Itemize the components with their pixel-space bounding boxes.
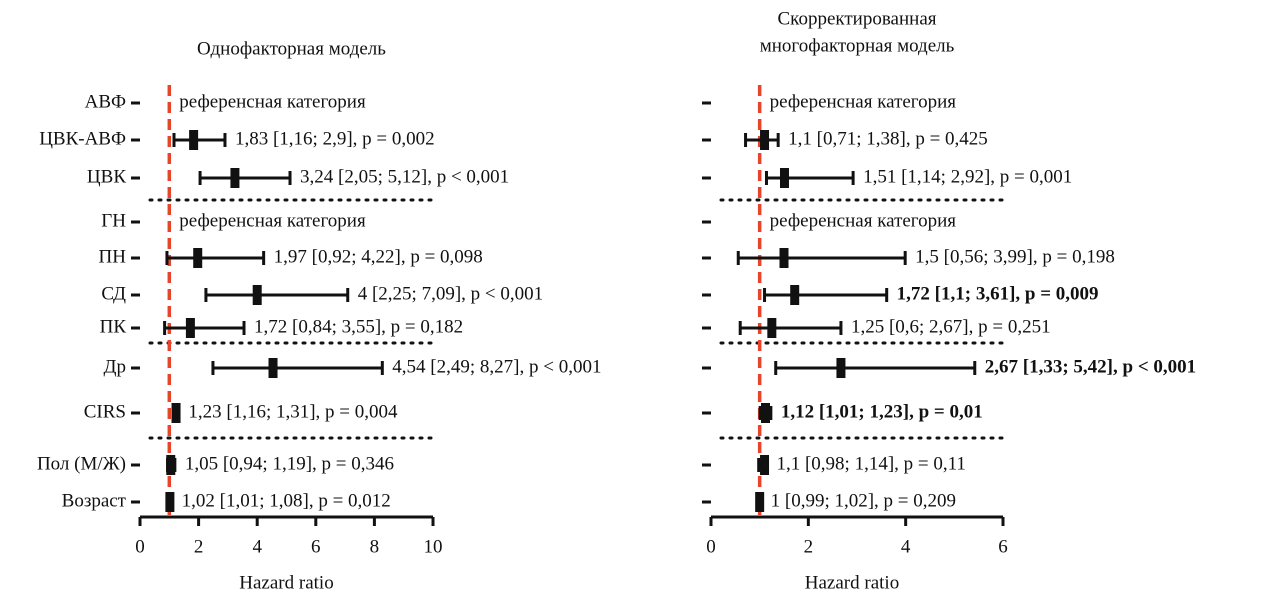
estimate bbox=[760, 455, 770, 475]
x-tick-label: 8 bbox=[370, 536, 380, 557]
estimate bbox=[166, 455, 176, 475]
x-tick-label: 4 bbox=[901, 536, 911, 557]
value-label: 1,12 [1,01; 1,23], p = 0,01 bbox=[781, 401, 983, 422]
value-label: 4,54 [2,49; 8,27], p < 0,001 bbox=[392, 356, 601, 377]
estimate bbox=[755, 492, 765, 512]
x-tick-label: 10 bbox=[424, 536, 443, 557]
row-label: CIRS bbox=[84, 401, 126, 422]
estimate bbox=[836, 358, 846, 378]
estimate bbox=[193, 248, 203, 268]
x-axis-label: Hazard ratio bbox=[239, 572, 333, 593]
value-label: 2,67 [1,33; 5,42], p < 0,001 bbox=[985, 356, 1196, 377]
estimate bbox=[761, 403, 771, 423]
value-label: 4 [2,25; 7,09], p < 0,001 bbox=[358, 283, 543, 304]
row-label: Возраст bbox=[62, 490, 127, 511]
row-label: СД bbox=[101, 283, 126, 304]
value-label: 1,25 [0,6; 2,67], p = 0,251 bbox=[851, 316, 1051, 337]
estimate bbox=[171, 403, 181, 423]
row-label: ПН bbox=[99, 246, 127, 267]
row-label: ПК bbox=[100, 316, 127, 337]
estimate bbox=[790, 285, 800, 305]
estimate bbox=[252, 285, 262, 305]
value-label: 1,05 [0,94; 1,19], p = 0,346 bbox=[185, 453, 394, 474]
panel-title: Скорректированная bbox=[778, 8, 937, 29]
x-tick-label: 2 bbox=[804, 536, 814, 557]
estimate bbox=[185, 318, 195, 338]
value-label: 1,23 [1,16; 1,31], p = 0,004 bbox=[188, 401, 398, 422]
value-label: 1,51 [1,14; 2,92], p = 0,001 bbox=[863, 166, 1072, 187]
x-tick-label: 0 bbox=[135, 536, 145, 557]
estimate bbox=[189, 130, 199, 150]
estimate bbox=[165, 492, 175, 512]
x-tick-label: 6 bbox=[998, 536, 1008, 557]
row-label: Пол (М/Ж) bbox=[37, 453, 126, 474]
row-label: ЦВК bbox=[87, 166, 126, 187]
x-tick-label: 2 bbox=[194, 536, 204, 557]
value-label: 3,24 [2,05; 5,12], p < 0,001 bbox=[300, 166, 509, 187]
value-label: 1,72 [1,1; 3,61], p = 0,009 bbox=[897, 283, 1099, 304]
row-label: Др bbox=[104, 356, 126, 377]
value-label: референсная категория bbox=[770, 210, 957, 231]
value-label: 1,02 [1,01; 1,08], p = 0,012 bbox=[182, 490, 391, 511]
estimate bbox=[230, 168, 240, 188]
value-label: референсная категория bbox=[179, 91, 366, 112]
estimate bbox=[779, 248, 789, 268]
value-label: референсная категория bbox=[770, 91, 957, 112]
x-tick-label: 6 bbox=[311, 536, 321, 557]
panel-title: многофакторная модель bbox=[760, 35, 955, 56]
value-label: 1,97 [0,92; 4,22], p = 0,098 bbox=[274, 246, 483, 267]
panel-title: Однофакторная модель bbox=[197, 38, 386, 59]
value-label: референсная категория bbox=[179, 210, 366, 231]
x-tick-label: 0 bbox=[706, 536, 716, 557]
estimate bbox=[767, 318, 777, 338]
estimate bbox=[779, 168, 789, 188]
row-label: ГН bbox=[101, 210, 126, 231]
value-label: 1,5 [0,56; 3,99], p = 0,198 bbox=[915, 246, 1115, 267]
value-label: 1,83 [1,16; 2,9], p = 0,002 bbox=[235, 128, 435, 149]
row-label: АВФ bbox=[85, 91, 126, 112]
value-label: 1,72 [0,84; 3,55], p = 0,182 bbox=[254, 316, 463, 337]
value-label: 1,1 [0,98; 1,14], p = 0,11 bbox=[776, 453, 965, 474]
row-label: ЦВК-АВФ bbox=[39, 128, 126, 149]
estimate bbox=[268, 358, 278, 378]
value-label: 1,1 [0,71; 1,38], p = 0,425 bbox=[788, 128, 988, 149]
x-tick-label: 4 bbox=[252, 536, 262, 557]
value-label: 1 [0,99; 1,02], p = 0,209 bbox=[771, 490, 956, 511]
estimate bbox=[760, 130, 770, 150]
x-axis-label: Hazard ratio bbox=[805, 572, 899, 593]
